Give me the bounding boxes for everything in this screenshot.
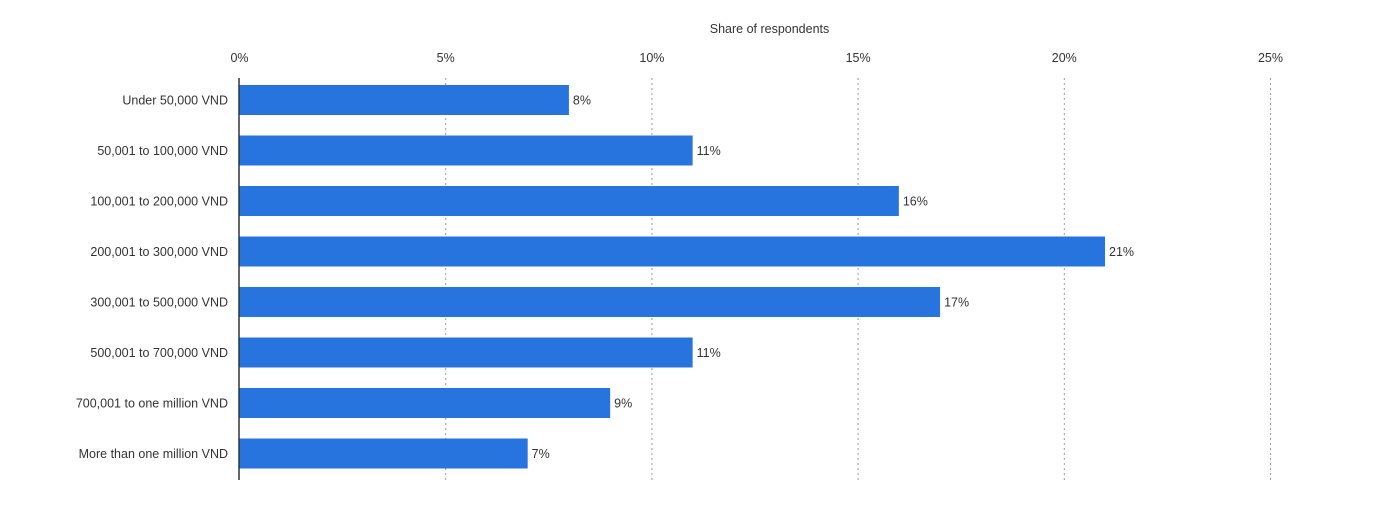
data-label: 11% bbox=[697, 346, 721, 360]
bars bbox=[239, 85, 1106, 469]
data-label: 17% bbox=[944, 296, 969, 310]
category-label: 200,001 to 300,000 VND bbox=[90, 245, 228, 259]
bar bbox=[239, 438, 528, 469]
data-label: 8% bbox=[573, 94, 591, 108]
x-tick-label: 0% bbox=[230, 51, 248, 65]
x-axis-title: Share of respondents bbox=[710, 22, 830, 36]
data-label: 21% bbox=[1109, 245, 1134, 259]
category-label: 500,001 to 700,000 VND bbox=[90, 346, 228, 360]
category-label: Under 50,000 VND bbox=[122, 94, 228, 108]
data-label: 11% bbox=[697, 144, 721, 158]
category-label: More than one million VND bbox=[79, 447, 228, 461]
x-tick-label: 25% bbox=[1258, 51, 1283, 65]
data-label: 7% bbox=[532, 447, 550, 461]
bar bbox=[239, 388, 611, 418]
bar bbox=[239, 287, 941, 317]
category-label: 300,001 to 500,000 VND bbox=[90, 296, 228, 310]
data-label: 9% bbox=[614, 397, 632, 411]
x-tick-label: 5% bbox=[437, 51, 455, 65]
bar bbox=[239, 135, 693, 166]
bar bbox=[239, 236, 1106, 267]
category-labels: Under 50,000 VND 50,001 to 100,000 VND 100… bbox=[76, 94, 228, 462]
bar bbox=[239, 85, 569, 115]
x-axis-ticks: 0% 5% 10% 15% 20% 25% bbox=[230, 51, 1283, 65]
category-label: 700,001 to one million VND bbox=[76, 397, 228, 411]
x-tick-label: 20% bbox=[1052, 51, 1077, 65]
data-label: 16% bbox=[903, 195, 928, 209]
x-tick-label: 15% bbox=[846, 51, 871, 65]
category-label: 100,001 to 200,000 VND bbox=[90, 195, 228, 209]
bar bbox=[239, 186, 899, 216]
category-label: 50,001 to 100,000 VND bbox=[97, 144, 228, 158]
bar bbox=[239, 337, 693, 368]
x-tick-label: 10% bbox=[639, 51, 664, 65]
data-labels: 8% 11% 16% 21% 17% 11% 9% 7% bbox=[532, 94, 1134, 462]
